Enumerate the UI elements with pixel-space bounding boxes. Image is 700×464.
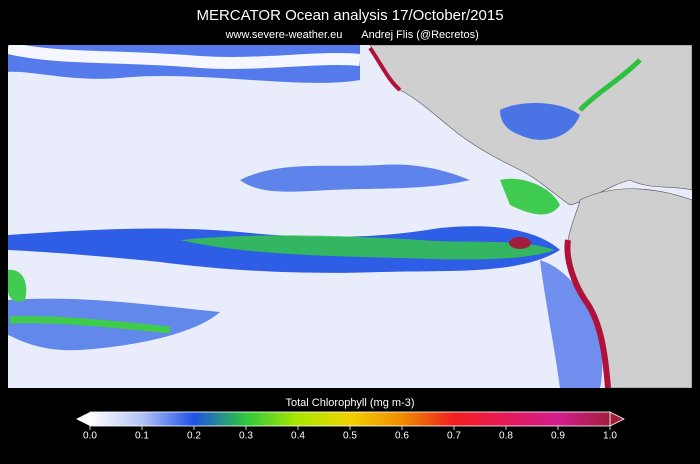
colorbar-tick-label: 0.9 xyxy=(551,431,565,442)
colorbar-tick-label: 0.6 xyxy=(395,431,409,442)
colorbar-tick-label: 0.7 xyxy=(447,431,461,442)
colorbar-label: Total Chlorophyll (mg m-3) xyxy=(286,397,415,409)
colorbar-tick-label: 0.1 xyxy=(135,431,149,442)
colorbar-tick-label: 0.0 xyxy=(83,431,97,442)
colorbar-tick-label: 0.2 xyxy=(187,431,201,442)
colorbar-tick-label: 0.3 xyxy=(239,431,253,442)
website: www.severe-weather.eu xyxy=(225,29,343,41)
colorbar xyxy=(89,411,611,427)
colorbar-tick-label: 1.0 xyxy=(603,431,617,442)
colorbar-tick-label: 0.5 xyxy=(343,431,357,442)
colorbar-low-arrow xyxy=(76,412,90,426)
author: Andrej Flis (@Recretos) xyxy=(361,29,479,41)
colorbar-high-arrow xyxy=(609,411,625,427)
colorbar-tick-label: 0.4 xyxy=(291,431,305,442)
map xyxy=(8,45,692,388)
colorbar-tick-label: 0.8 xyxy=(499,431,513,442)
title: MERCATOR Ocean analysis 17/October/2015 xyxy=(196,7,503,24)
